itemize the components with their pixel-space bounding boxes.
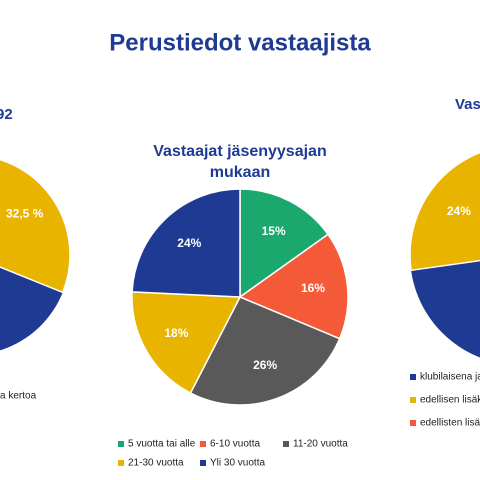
pie-slice — [131, 291, 242, 395]
legend-swatch — [200, 441, 206, 447]
left-title: 92 — [0, 106, 13, 123]
slice-label: 18% — [164, 326, 188, 340]
slice-label: 26% — [253, 358, 277, 372]
slide-title: Perustiedot vastaajista — [109, 29, 371, 56]
chart-title-line: mukaan — [210, 164, 270, 181]
legend-label: 21-30 vuotta — [128, 458, 184, 469]
pie-slice — [409, 151, 480, 272]
slice-label: 15% — [262, 224, 286, 238]
legend-label: 5 vuotta tai alle — [128, 439, 196, 450]
slice-label: 16% — [301, 281, 325, 295]
legend-swatch — [283, 441, 289, 447]
chart-title-line: Vastaajat jäsenyysajan — [153, 143, 326, 160]
legend-swatch — [118, 441, 124, 447]
slice-label: 32,5 % — [6, 207, 44, 221]
pie-slice — [0, 158, 71, 294]
pie-slice — [131, 188, 241, 298]
legend-label: 6-10 vuotta — [210, 439, 260, 450]
legend-label: edellisten lisä — [420, 418, 480, 429]
legend-swatch — [410, 397, 416, 403]
pie-slice — [189, 296, 341, 406]
pie-slice — [238, 233, 349, 340]
legend-swatch — [410, 420, 416, 426]
right-title: Vas — [455, 96, 480, 113]
legend-swatch — [410, 374, 416, 380]
legend-label: Yli 30 vuotta — [210, 458, 265, 469]
legend-label: 11-20 vuotta — [293, 439, 348, 450]
legend-swatch — [200, 460, 206, 466]
legend-swatch — [118, 460, 124, 466]
slice-label: 24% — [177, 236, 201, 250]
slice-label: 24% — [447, 204, 471, 218]
legend-label: klubilaisena ja — [420, 372, 480, 383]
pie-slice — [239, 188, 330, 299]
legend-label: edellisen lisäk — [420, 395, 480, 406]
legend-label: a kertoa — [0, 391, 37, 402]
